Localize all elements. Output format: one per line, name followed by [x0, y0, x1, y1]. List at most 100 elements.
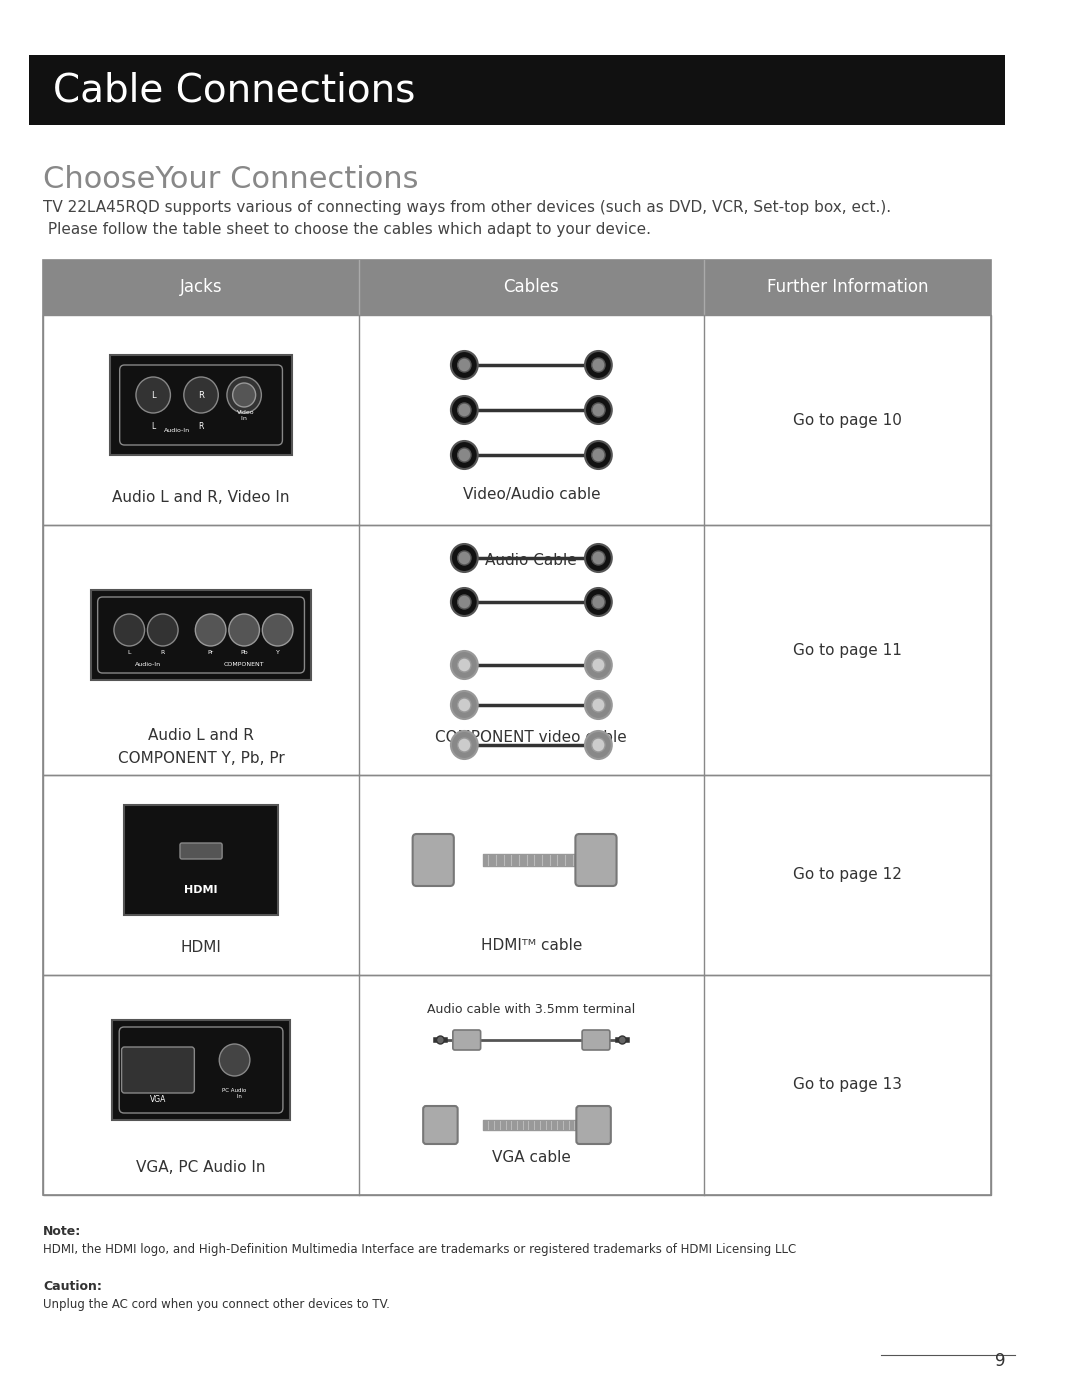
FancyBboxPatch shape	[122, 1048, 194, 1094]
Circle shape	[451, 441, 477, 469]
Bar	[43, 315, 991, 525]
Text: VGA, PC Audio In: VGA, PC Audio In	[136, 1159, 266, 1175]
FancyBboxPatch shape	[180, 843, 222, 859]
Bar	[43, 776, 991, 975]
Text: R: R	[199, 423, 204, 431]
Text: Unplug the AC cord when you connect other devices to TV.: Unplug the AC cord when you connect othe…	[43, 1297, 390, 1311]
Text: COMPONENT video cable: COMPONENT video cable	[435, 730, 627, 745]
Circle shape	[451, 352, 477, 379]
FancyBboxPatch shape	[576, 834, 617, 886]
Text: Audio cable with 3.5mm terminal: Audio cable with 3.5mm terminal	[428, 1003, 635, 1016]
Text: Cable Connections: Cable Connections	[53, 71, 415, 109]
Text: L: L	[127, 650, 131, 656]
Circle shape	[113, 614, 145, 646]
Circle shape	[195, 614, 226, 646]
Circle shape	[585, 651, 611, 679]
Text: Audio L and R
COMPONENT Y, Pb, Pr: Audio L and R COMPONENT Y, Pb, Pr	[118, 728, 284, 766]
FancyBboxPatch shape	[413, 834, 454, 886]
Circle shape	[136, 377, 171, 413]
Text: ChooseYour Connections: ChooseYour Connections	[43, 165, 419, 194]
Text: Pb: Pb	[241, 650, 248, 656]
Text: Further Information: Further Information	[767, 279, 928, 297]
Circle shape	[585, 589, 611, 617]
Text: VGA cable: VGA cable	[491, 1149, 571, 1165]
Text: Audio-In: Audio-In	[135, 663, 162, 667]
Bar	[112, 1020, 289, 1120]
Bar	[110, 354, 292, 455]
Circle shape	[458, 403, 471, 417]
Text: Jacks: Jacks	[179, 279, 222, 297]
Text: HDMIᵀᴹ cable: HDMIᵀᴹ cable	[481, 937, 582, 953]
Text: Go to page 13: Go to page 13	[793, 1077, 902, 1092]
Text: Audio-In: Audio-In	[164, 428, 190, 432]
Bar	[43, 525, 991, 776]
Circle shape	[451, 731, 477, 759]
Circle shape	[458, 698, 471, 711]
Circle shape	[592, 658, 605, 672]
Text: Audio L and R, Video In: Audio L and R, Video In	[112, 490, 289, 505]
Circle shape	[262, 614, 293, 646]
Circle shape	[451, 651, 477, 679]
Text: Y: Y	[275, 650, 280, 656]
Circle shape	[458, 596, 471, 610]
Circle shape	[585, 352, 611, 379]
Circle shape	[619, 1036, 626, 1043]
Circle shape	[458, 738, 471, 752]
Text: Pr: Pr	[207, 650, 214, 656]
Circle shape	[585, 731, 611, 759]
Circle shape	[585, 396, 611, 424]
Circle shape	[436, 1036, 444, 1043]
Circle shape	[592, 403, 605, 417]
Bar	[91, 590, 311, 679]
Bar	[43, 975, 991, 1196]
Text: Note:: Note:	[43, 1225, 81, 1237]
Circle shape	[148, 614, 178, 646]
Circle shape	[458, 658, 471, 672]
Text: Go to page 11: Go to page 11	[793, 643, 902, 657]
Text: L: L	[151, 391, 156, 399]
Circle shape	[451, 544, 477, 572]
Text: TV 22LA45RQD supports various of connecting ways from other devices (such as DVD: TV 22LA45RQD supports various of connect…	[43, 199, 891, 237]
Text: VGA: VGA	[150, 1095, 166, 1103]
Text: Go to page 10: Go to page 10	[793, 413, 902, 427]
Circle shape	[184, 377, 218, 413]
Text: Cables: Cables	[503, 279, 559, 297]
Text: 9: 9	[996, 1352, 1005, 1370]
FancyBboxPatch shape	[453, 1030, 481, 1050]
Text: Go to page 12: Go to page 12	[793, 868, 902, 883]
Circle shape	[592, 698, 605, 711]
Circle shape	[232, 384, 256, 407]
Circle shape	[451, 691, 477, 718]
Text: R: R	[198, 391, 204, 399]
Circle shape	[458, 448, 471, 462]
Text: L: L	[151, 423, 156, 431]
Circle shape	[592, 596, 605, 610]
Text: Video
  In: Video In	[238, 410, 255, 421]
Circle shape	[227, 377, 261, 413]
Text: Video/Audio cable: Video/Audio cable	[462, 487, 600, 502]
Bar	[29, 54, 1005, 126]
Text: R: R	[161, 650, 165, 656]
Circle shape	[229, 614, 259, 646]
Text: HDMI: HDMI	[180, 939, 221, 954]
FancyBboxPatch shape	[423, 1106, 458, 1144]
FancyBboxPatch shape	[582, 1030, 610, 1050]
Circle shape	[585, 441, 611, 469]
Circle shape	[219, 1043, 249, 1076]
Text: HDMI: HDMI	[185, 884, 218, 896]
FancyBboxPatch shape	[577, 1106, 611, 1144]
Circle shape	[458, 359, 471, 372]
Circle shape	[585, 691, 611, 718]
Text: Caution:: Caution:	[43, 1281, 102, 1293]
Text: PC Audio
     In: PC Audio In	[222, 1088, 246, 1099]
Bar	[124, 805, 278, 915]
Text: COMPONENT: COMPONENT	[224, 663, 265, 667]
Bar	[43, 259, 991, 315]
Circle shape	[451, 589, 477, 617]
Circle shape	[451, 396, 477, 424]
Circle shape	[585, 544, 611, 572]
Text: Audio Cable: Audio Cable	[486, 552, 577, 568]
Circle shape	[458, 551, 471, 565]
Circle shape	[592, 738, 605, 752]
Circle shape	[592, 359, 605, 372]
